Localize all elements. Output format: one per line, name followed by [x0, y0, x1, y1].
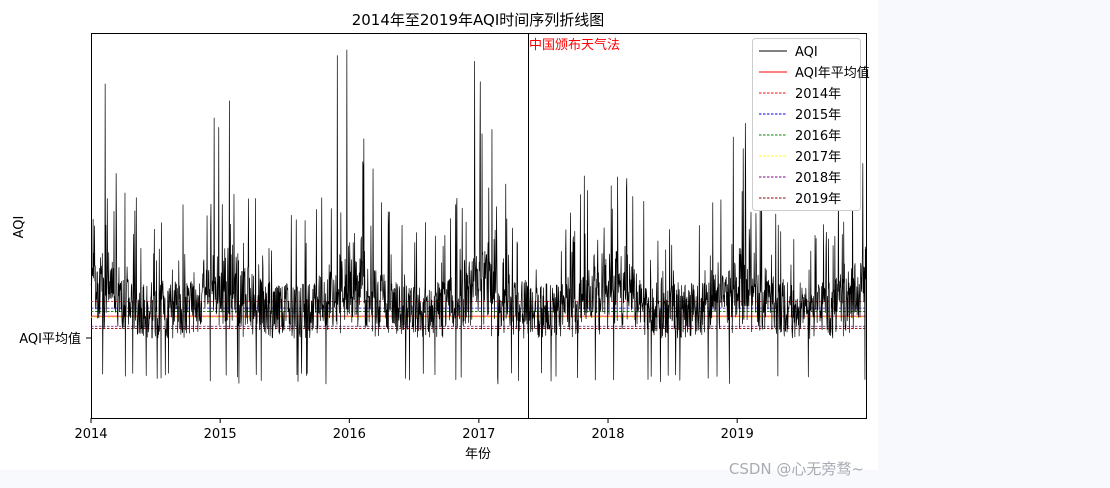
legend-label: 2018年 — [795, 171, 841, 186]
legend-label: 2015年 — [795, 108, 841, 123]
y-axis-label: AQI — [12, 216, 27, 239]
legend-label: 2019年 — [795, 192, 841, 207]
plot-frame — [91, 33, 867, 419]
legend-label: 2014年 — [795, 87, 841, 102]
x-tick-label: 2016 — [333, 427, 366, 442]
x-tick-label: 2014 — [74, 427, 107, 442]
legend-label: 2016年 — [795, 129, 841, 144]
legend-box — [752, 38, 861, 211]
y-tick-label: AQI平均值 — [19, 331, 81, 347]
csdn-watermark: CSDN @心无旁骛~ — [728, 460, 864, 478]
x-tick-label: 2017 — [462, 427, 495, 442]
aqi-series-line — [90, 49, 867, 385]
legend: AQI AQI年平均值 2014年 2015年 2016年 2017年 2018年 2019年 — [752, 38, 870, 211]
annotation-text: 中国颁布天气法 — [529, 37, 620, 53]
chart-title: 2014年至2019年AQI时间序列折线图 — [352, 11, 605, 29]
legend-label: AQI年平均值 — [795, 65, 870, 81]
chart-svg: 2014年至2019年AQI时间序列折线图 年份 AQI AQI平均值 2014… — [12, 11, 870, 462]
x-axis-label: 年份 — [465, 447, 491, 462]
chart-figure: 2014年至2019年AQI时间序列折线图 年份 AQI AQI平均值 2014… — [12, 11, 870, 478]
legend-label: 2017年 — [795, 150, 841, 165]
x-axis-ticks: 2014 2015 2016 2017 2018 2019 — [74, 418, 754, 442]
x-tick-label: 2018 — [591, 427, 624, 442]
x-tick-label: 2015 — [204, 427, 237, 442]
x-tick-label: 2019 — [721, 427, 754, 442]
legend-label: AQI — [795, 45, 818, 60]
